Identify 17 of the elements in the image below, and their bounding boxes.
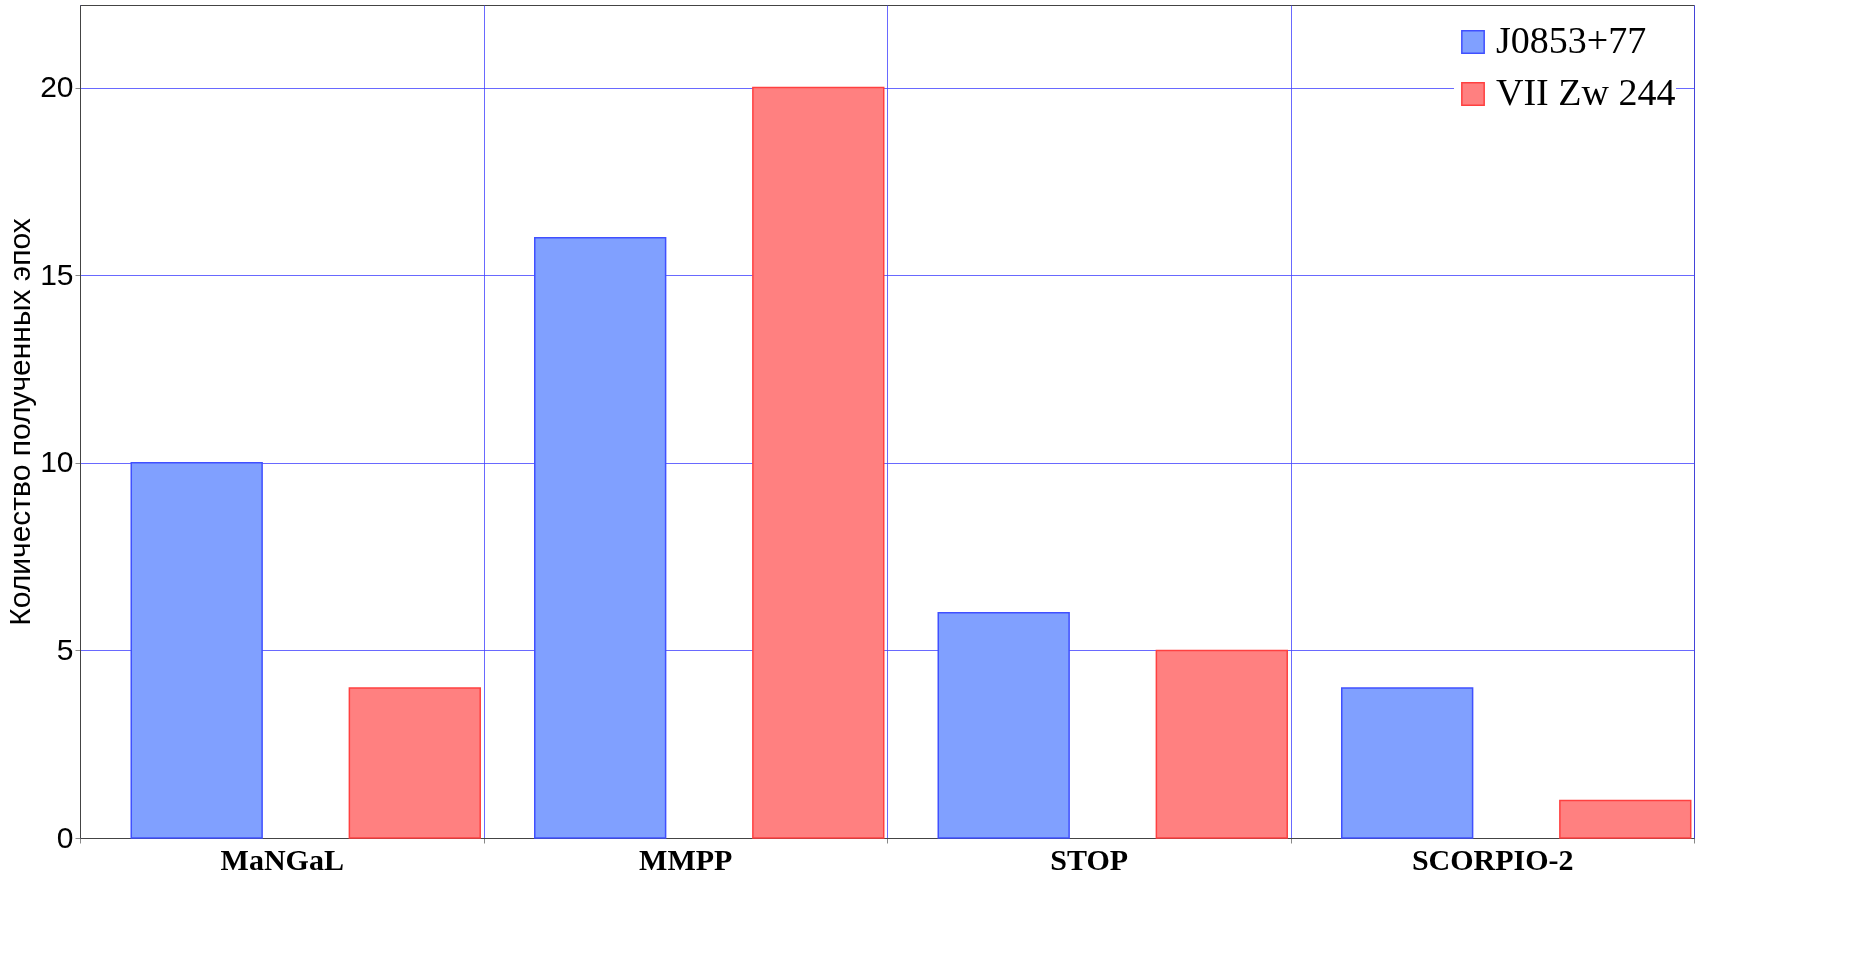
legend-label: VII Zw 244 — [1496, 71, 1676, 113]
x-tick-label: MMPP — [639, 842, 733, 876]
legend-label: J0853+77 — [1496, 19, 1647, 61]
x-tick-label: SCORPIO-2 — [1411, 842, 1574, 876]
x-tick-label: STOP — [1050, 842, 1129, 876]
x-tick-label: MaNGaL — [220, 842, 344, 876]
bar — [752, 86, 885, 839]
y-tick-label: 10 — [40, 445, 74, 479]
y-tick-label: 15 — [40, 257, 74, 291]
bar — [1155, 649, 1288, 839]
bar — [1559, 799, 1692, 839]
y-tick-label: 0 — [56, 820, 74, 854]
bar — [1341, 687, 1474, 839]
y-tick-label: 5 — [56, 632, 74, 666]
y-tick-label: 20 — [40, 70, 74, 104]
y-axis-title: Количество полученных эпох — [3, 218, 37, 626]
bar — [348, 687, 481, 839]
